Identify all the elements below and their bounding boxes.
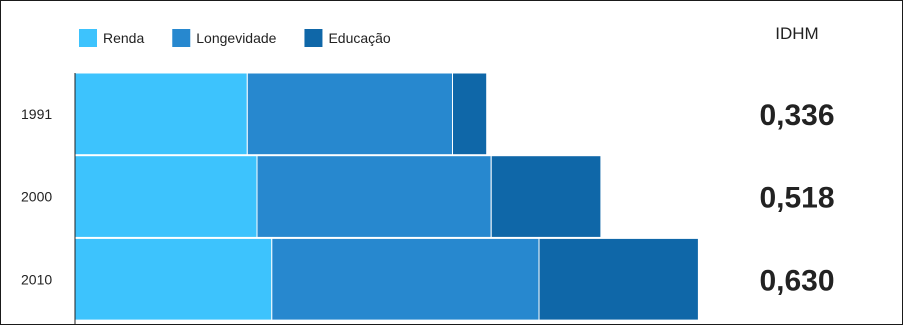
y-tick-label-2010: 2010	[21, 271, 52, 287]
idhm-value-2010: 0,630	[759, 264, 834, 297]
legend-label-renda: Renda	[103, 30, 144, 46]
legend-swatch-renda	[79, 29, 97, 47]
bar-1991-educação	[452, 72, 488, 156]
idhm-value-2000: 0,518	[759, 182, 834, 215]
y-tick-label-1991: 1991	[21, 106, 52, 122]
bar-1991-renda	[74, 72, 248, 156]
bar-2010-educação	[538, 237, 699, 321]
bar-1991-longevidade	[246, 72, 453, 156]
legend-label-longevidade: Longevidade	[196, 30, 276, 46]
bar-2000-longevidade	[256, 155, 492, 238]
idhm-value-1991: 0,336	[759, 99, 834, 132]
bar-2010-longevidade	[271, 237, 540, 321]
legend-label-educação: Educação	[328, 30, 390, 46]
legend-swatch-longevidade	[172, 29, 191, 47]
bar-2000-educação	[490, 155, 602, 238]
y-tick-label-2000: 2000	[21, 189, 52, 205]
idhm-header: IDHM	[775, 24, 818, 43]
bar-2000-renda	[74, 155, 258, 238]
bar-2010-renda	[74, 237, 273, 321]
legend-swatch-educação	[304, 29, 323, 47]
